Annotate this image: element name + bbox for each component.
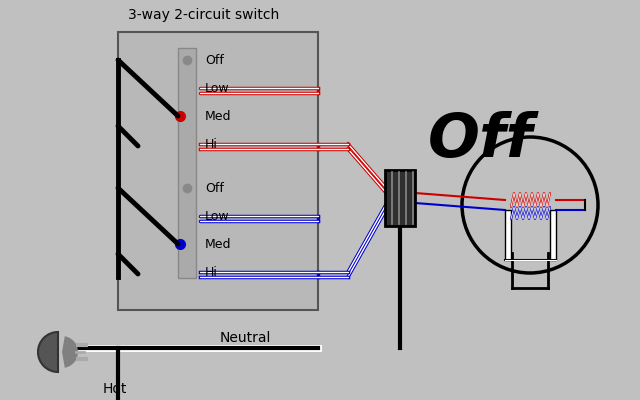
Text: Hi: Hi bbox=[205, 138, 218, 152]
Bar bbox=[550, 210, 556, 260]
Text: Off: Off bbox=[205, 182, 224, 196]
Text: Low: Low bbox=[205, 210, 230, 224]
Wedge shape bbox=[62, 336, 78, 368]
Text: Med: Med bbox=[205, 238, 232, 252]
Bar bbox=[505, 210, 511, 260]
Wedge shape bbox=[38, 332, 58, 372]
Text: Off: Off bbox=[428, 110, 532, 170]
Text: Neutral: Neutral bbox=[220, 331, 271, 345]
Text: Med: Med bbox=[205, 110, 232, 124]
Text: Hi: Hi bbox=[205, 266, 218, 280]
Text: Hot: Hot bbox=[103, 382, 127, 396]
Text: Low: Low bbox=[205, 82, 230, 96]
Bar bbox=[178, 48, 196, 278]
Polygon shape bbox=[512, 253, 548, 288]
Bar bbox=[385, 170, 415, 226]
Text: 3-way 2-circuit switch: 3-way 2-circuit switch bbox=[128, 8, 279, 22]
Text: Off: Off bbox=[205, 54, 224, 68]
Circle shape bbox=[462, 137, 598, 273]
Bar bbox=[118, 32, 318, 310]
